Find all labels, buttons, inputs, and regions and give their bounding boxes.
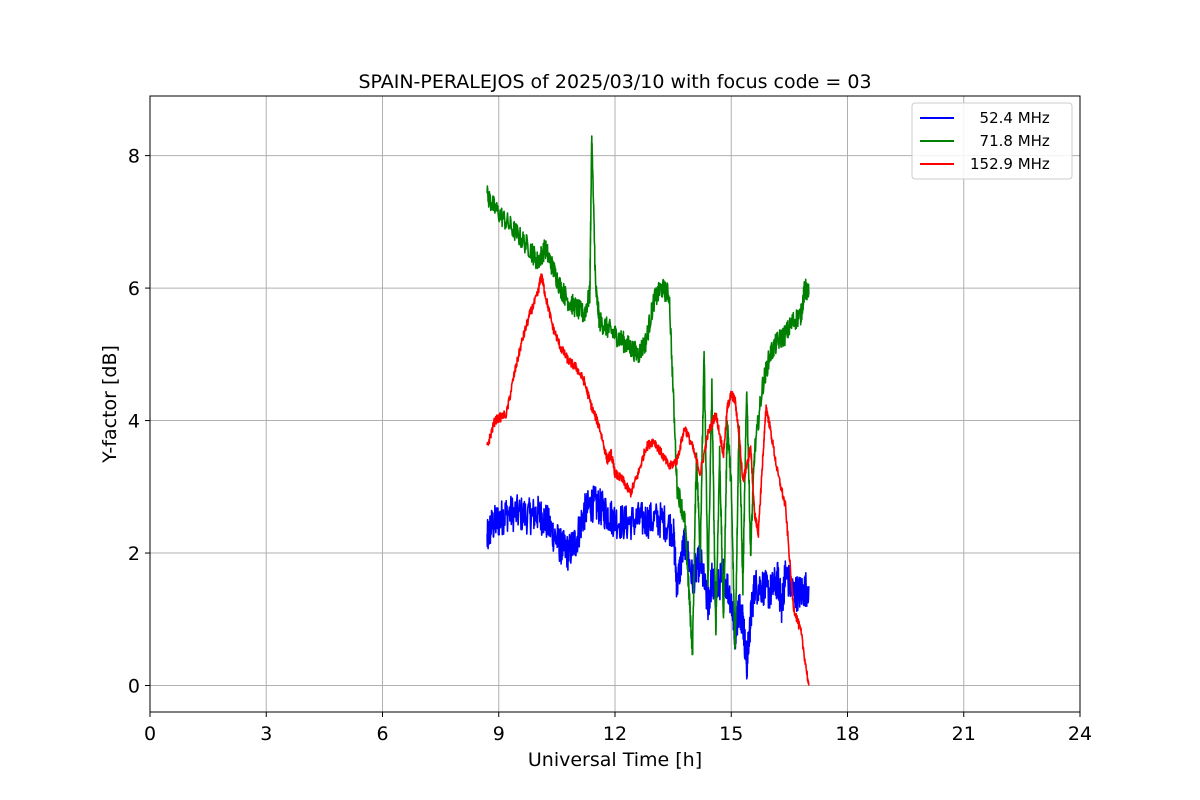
y-axis: 0 2 4 6 8 [128,146,150,698]
x-tick-label: 12 [603,723,627,745]
legend-label: 52.4 MHz [970,109,1050,127]
x-tick-label: 3 [260,723,272,745]
x-tick-label: 18 [835,723,859,745]
x-tick-label: 9 [493,723,505,745]
series-line-0 [486,485,810,680]
legend-box [911,102,1073,180]
grid-lines [149,96,1081,712]
y-tick-label: 6 [128,278,140,300]
x-tick-label: 24 [1068,723,1092,745]
series-layer [486,135,810,686]
legend: 52.4 MHz 71.8 MHz 152.9 MHz [911,102,1073,180]
x-tick-label: 0 [144,723,156,745]
legend-label: 71.8 MHz [970,132,1050,150]
x-axis-label: Universal Time [h] [528,749,702,771]
y-tick-label: 2 [128,543,140,565]
chart-title: SPAIN-PERALEJOS of 2025/03/10 with focus… [358,71,871,93]
y-tick-label: 4 [128,411,140,433]
y-tick-label: 8 [128,146,140,168]
legend-label: 152.9 MHz [970,155,1050,173]
x-axis: 0 3 6 9 12 15 18 21 24 [144,712,1092,745]
y-tick-label: 0 [128,676,140,698]
series-line-1 [486,135,810,656]
x-tick-label: 21 [952,723,976,745]
x-tick-label: 15 [719,723,743,745]
x-tick-label: 6 [376,723,388,745]
series-line-2 [486,273,810,686]
y-axis-label: Y-factor [dB] [99,345,121,464]
